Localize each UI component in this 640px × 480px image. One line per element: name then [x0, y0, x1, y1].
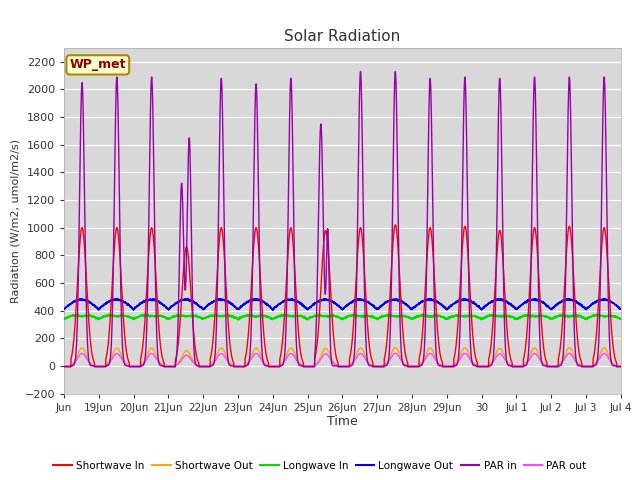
X-axis label: Time: Time — [327, 415, 358, 429]
Legend: Shortwave In, Shortwave Out, Longwave In, Longwave Out, PAR in, PAR out: Shortwave In, Shortwave Out, Longwave In… — [49, 456, 591, 475]
Text: WP_met: WP_met — [70, 59, 126, 72]
Title: Solar Radiation: Solar Radiation — [284, 29, 401, 44]
Y-axis label: Radiation (W/m2, umol/m2/s): Radiation (W/m2, umol/m2/s) — [10, 139, 20, 303]
